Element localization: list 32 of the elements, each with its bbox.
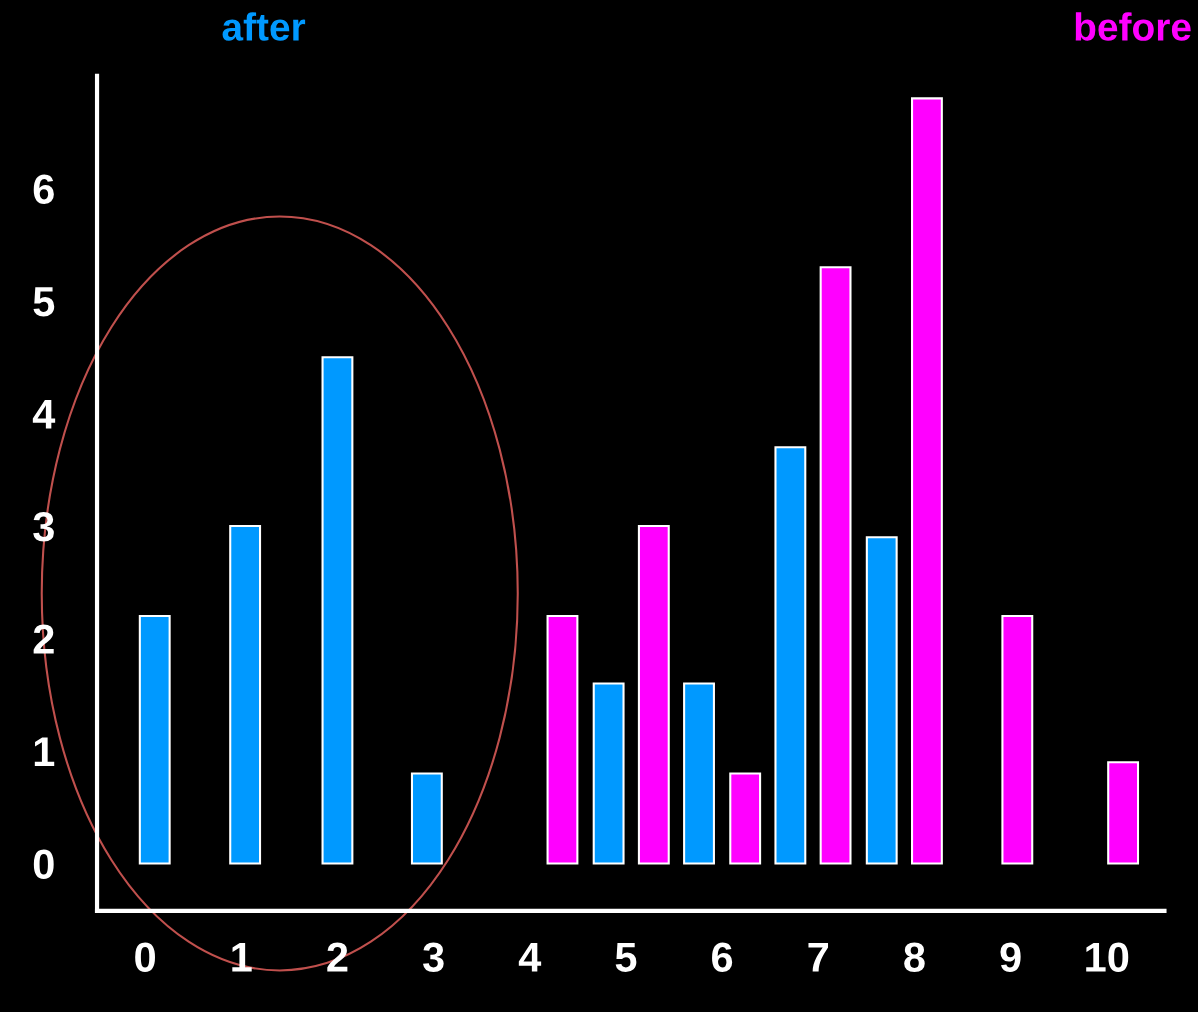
- bar: [774, 446, 807, 865]
- bar: [592, 682, 625, 865]
- bar: [865, 536, 898, 865]
- text: before: [1075, 12, 1191, 41]
- y-tick-label: 4: [32, 399, 56, 429]
- x-tick-label: 10: [1086, 942, 1129, 972]
- bar: [229, 524, 262, 865]
- bar: [546, 614, 579, 865]
- bar: [1001, 614, 1034, 865]
- bar: [637, 524, 670, 865]
- bar: [321, 356, 354, 865]
- bar: [819, 266, 852, 865]
- y-tick-label: 6: [33, 174, 54, 204]
- x-tick-label: 9: [1000, 942, 1021, 972]
- bar: [729, 772, 762, 865]
- x-tick-label: 7: [808, 942, 829, 972]
- x-tick-label: 6: [712, 942, 733, 972]
- x-tick-label: 0: [135, 942, 155, 972]
- bar: [683, 682, 715, 865]
- y-tick-label: 1: [34, 737, 55, 767]
- y-tick-label: 5: [33, 287, 55, 317]
- text: after: [222, 12, 306, 41]
- x-tick-label: 4: [518, 942, 542, 972]
- y-tick-label: 0: [33, 849, 54, 880]
- bar: [410, 772, 443, 865]
- bar: [1107, 761, 1140, 865]
- x-tick-label: 8: [904, 942, 925, 972]
- bar: [910, 97, 943, 865]
- x-tick-label: 5: [615, 942, 637, 972]
- x-tick-label: 1: [232, 942, 252, 972]
- x-tick-label: 3: [422, 942, 444, 973]
- bar: [138, 614, 171, 865]
